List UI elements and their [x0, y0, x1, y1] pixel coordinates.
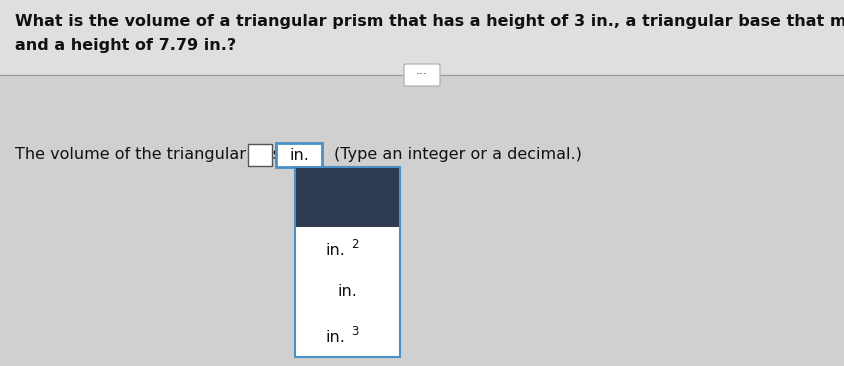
Text: (Type an integer or a decimal.): (Type an integer or a decimal.)	[333, 147, 582, 163]
Bar	[0, 75, 844, 366]
Text: 2: 2	[350, 238, 358, 251]
Text: and a height of 7.79 in.?: and a height of 7.79 in.?	[15, 38, 235, 53]
Bar	[0, 0, 844, 90]
Bar	[295, 167, 399, 227]
Text: 3: 3	[350, 325, 358, 338]
Bar	[247, 144, 272, 166]
Text: in.: in.	[325, 243, 345, 258]
Text: What is the volume of a triangular prism that has a height of 3 in., a triangula: What is the volume of a triangular prism…	[15, 14, 844, 29]
Text: The volume of the triangular prism is: The volume of the triangular prism is	[15, 147, 314, 163]
Bar	[295, 167, 399, 357]
Bar	[276, 143, 322, 167]
Text: in.: in.	[325, 330, 345, 345]
FancyBboxPatch shape	[403, 64, 440, 86]
Bar	[295, 227, 399, 357]
Text: in.: in.	[289, 147, 309, 163]
Text: in.: in.	[337, 284, 357, 299]
Text: ···: ···	[415, 68, 428, 82]
